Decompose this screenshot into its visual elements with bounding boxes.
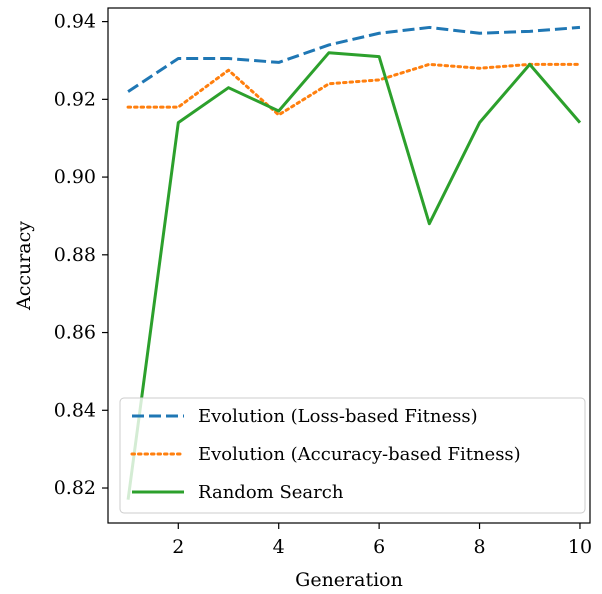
y-tick-label: 0.84 (54, 399, 96, 421)
y-tick-label: 0.88 (54, 244, 96, 266)
legend-box (119, 397, 586, 514)
legend: Evolution (Loss-based Fitness) Evolution … (119, 397, 586, 514)
x-tick-label: 2 (172, 536, 184, 558)
y-tick-label: 0.94 (54, 11, 96, 33)
axes-layer: 2 4 6 8 10 0.82 0.84 0.86 0.88 0.90 0.92 0.94 Genera… (13, 7, 592, 591)
legend-label-2: Evolution (Accuracy-based Fitness) (198, 444, 521, 465)
y-axis-label: Accuracy (13, 221, 35, 311)
y-tick-label: 0.86 (54, 322, 96, 344)
y-tick-label: 0.92 (54, 88, 96, 110)
x-axis-label: Generation (295, 569, 403, 591)
x-tick-label: 8 (473, 536, 485, 558)
series-line-2 (126, 62, 582, 117)
x-tick-label: 6 (373, 536, 385, 558)
series-line-1 (127, 25, 581, 93)
series-layer (126, 25, 582, 500)
legend-label-3: Random Search (198, 482, 344, 503)
plot-frame (107, 7, 591, 524)
legend-label-1: Evolution (Loss-based Fitness) (198, 406, 478, 427)
y-tick-label: 0.90 (54, 166, 96, 188)
x-tick-label: 4 (273, 536, 285, 558)
series-line-3 (126, 51, 582, 500)
x-tick-label: 10 (568, 536, 592, 558)
y-tick-label: 0.82 (54, 477, 96, 499)
